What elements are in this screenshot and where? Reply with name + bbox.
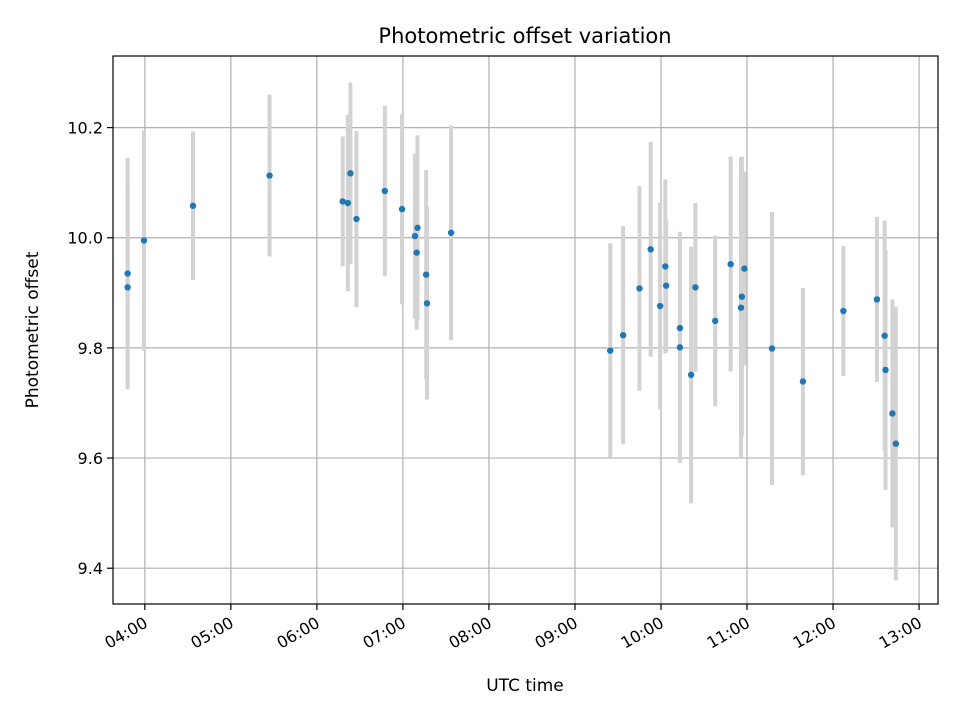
data-point bbox=[344, 199, 352, 207]
data-point bbox=[413, 249, 420, 256]
y-tick-label: 9.6 bbox=[78, 449, 103, 468]
data-point bbox=[662, 282, 670, 289]
data-point bbox=[882, 366, 889, 374]
data-point bbox=[662, 263, 669, 270]
y-tick-label: 9.4 bbox=[78, 559, 103, 578]
chart-title: Photometric offset variation bbox=[378, 24, 671, 48]
y-tick-label: 10.0 bbox=[67, 229, 103, 248]
data-point bbox=[741, 265, 748, 272]
data-point bbox=[768, 345, 776, 352]
data-point bbox=[676, 344, 684, 351]
data-point bbox=[676, 324, 684, 332]
data-point bbox=[647, 246, 654, 253]
data-point bbox=[411, 232, 419, 240]
grid bbox=[113, 56, 938, 604]
data-point bbox=[124, 270, 131, 277]
data-point bbox=[140, 237, 148, 244]
data-point bbox=[447, 229, 455, 236]
data-point bbox=[423, 300, 431, 307]
data-point bbox=[881, 332, 888, 339]
data-point bbox=[873, 296, 881, 303]
data-point bbox=[738, 293, 746, 300]
y-axis-label: Photometric offset bbox=[23, 251, 43, 408]
data-point bbox=[711, 317, 719, 325]
data-point bbox=[687, 371, 695, 379]
data-point bbox=[692, 284, 699, 291]
data-point bbox=[339, 198, 346, 205]
data-point bbox=[189, 202, 197, 210]
data-point bbox=[656, 302, 664, 310]
data-point bbox=[892, 440, 900, 447]
data-point bbox=[607, 347, 614, 354]
y-tick-label: 9.8 bbox=[78, 339, 103, 358]
x-axis-label: UTC time bbox=[486, 676, 564, 696]
data-points bbox=[124, 170, 900, 447]
data-point bbox=[619, 332, 627, 339]
data-point bbox=[398, 205, 406, 213]
data-point bbox=[353, 215, 360, 223]
data-point bbox=[266, 172, 273, 179]
data-point bbox=[422, 271, 430, 278]
data-point bbox=[381, 187, 389, 195]
plot-frame bbox=[112, 55, 939, 605]
data-point bbox=[727, 260, 734, 268]
data-point bbox=[799, 378, 807, 385]
y-tick-label: 10.2 bbox=[67, 119, 103, 138]
data-point bbox=[737, 304, 745, 311]
data-point bbox=[414, 224, 421, 232]
data-point bbox=[347, 170, 354, 177]
data-point bbox=[636, 285, 643, 292]
y-axis: 9.4 9.6 9.8 10.0 10.2 bbox=[67, 119, 113, 578]
data-point bbox=[124, 284, 131, 291]
data-point bbox=[889, 410, 896, 417]
data-point bbox=[840, 307, 847, 315]
